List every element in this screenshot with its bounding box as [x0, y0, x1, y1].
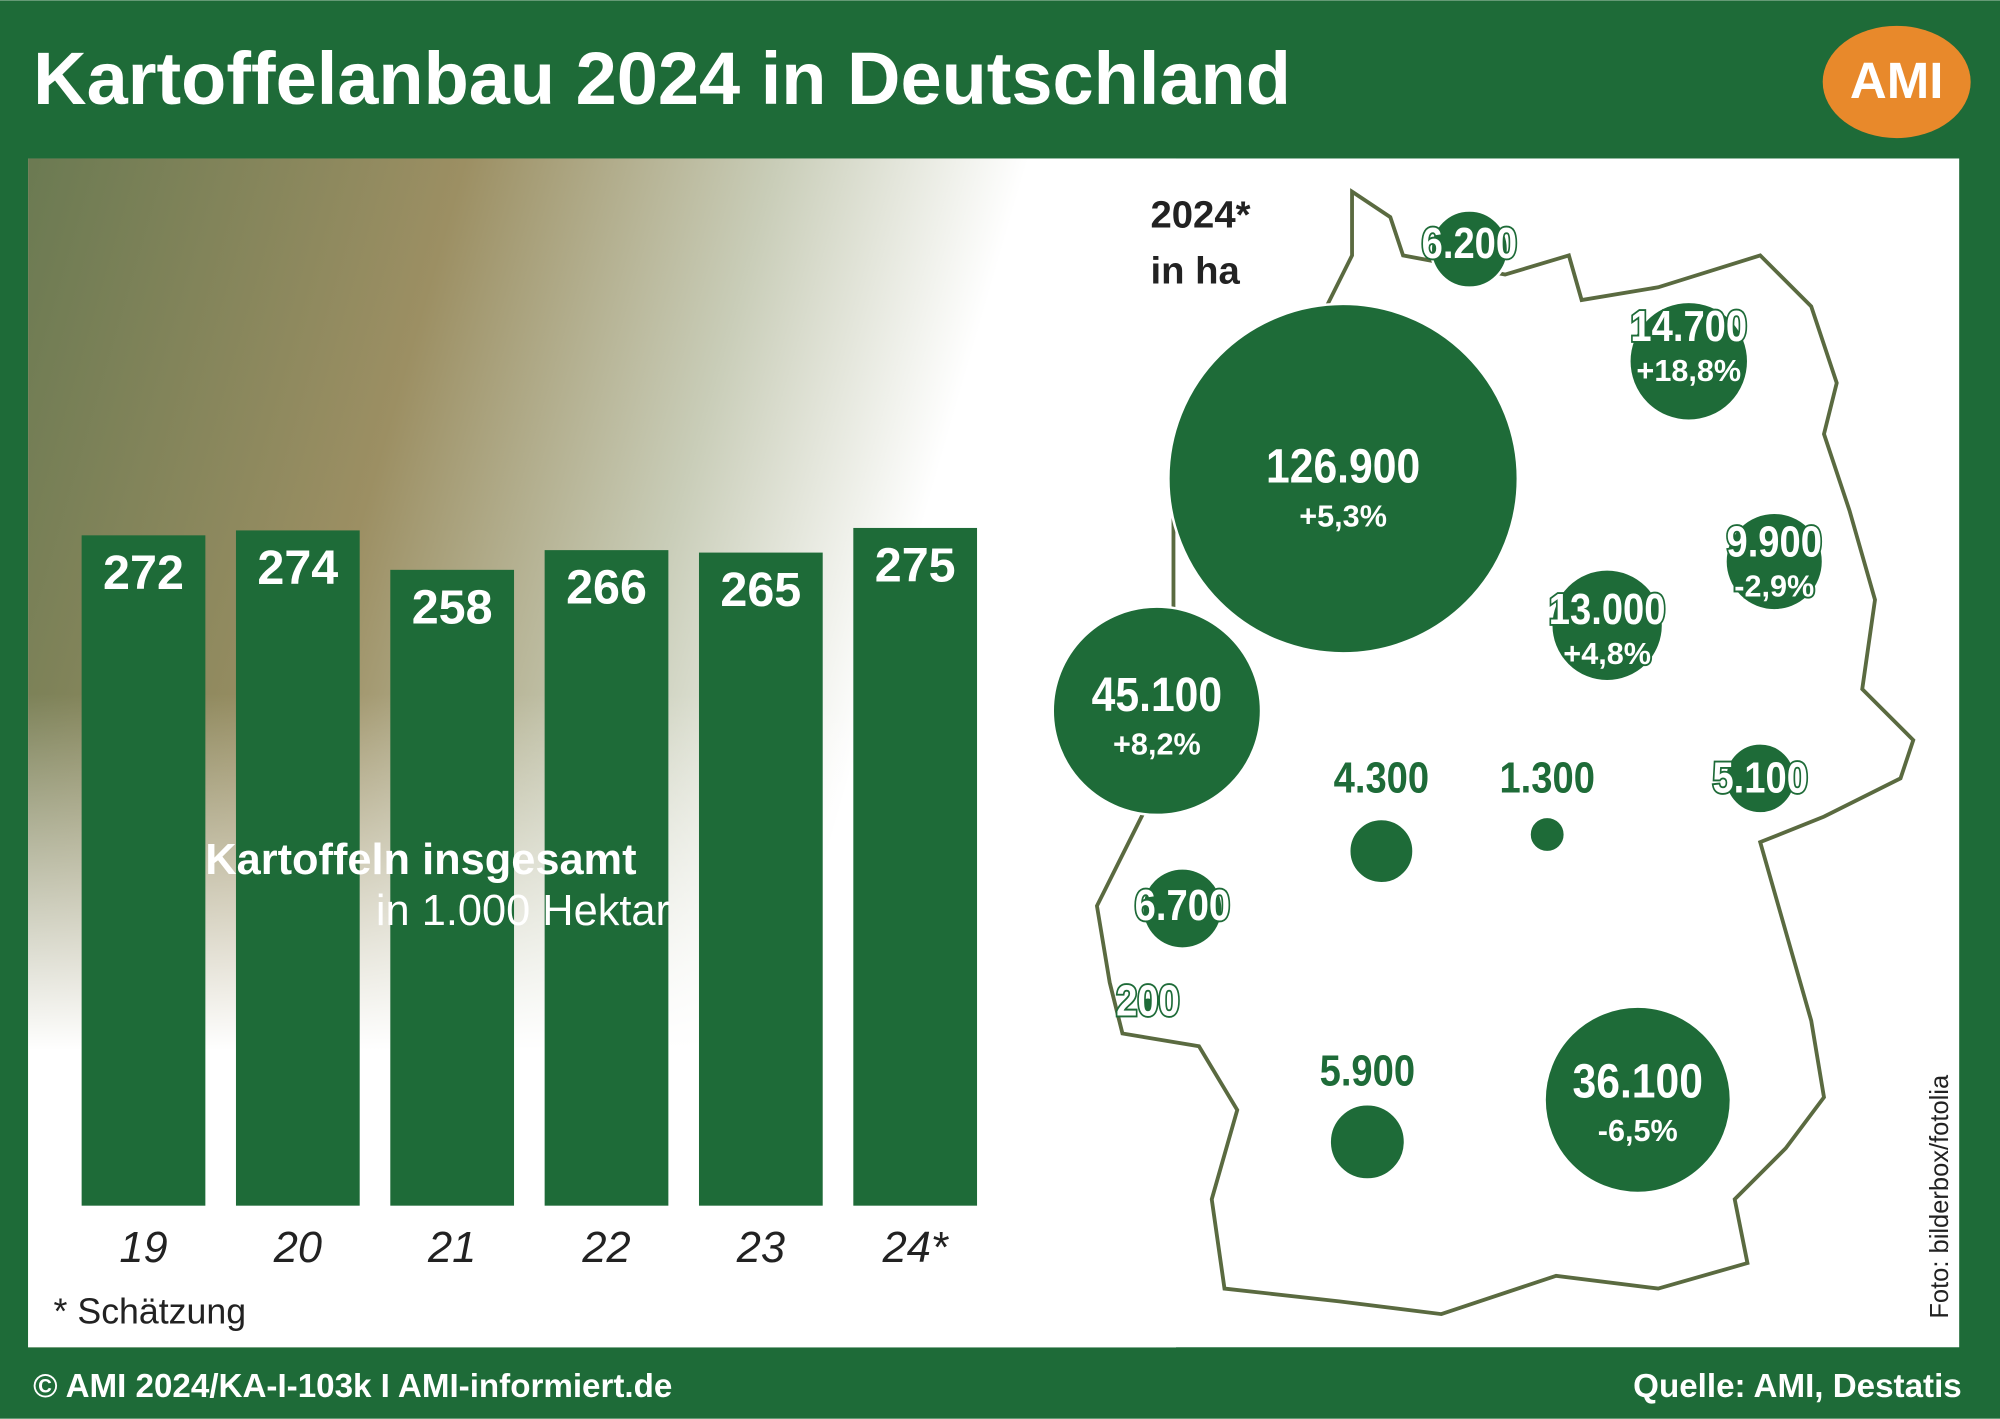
- bubble-label: 9.900: [1727, 517, 1822, 566]
- photo-credit: Foto: bilderbox/fotolia: [1926, 1074, 1954, 1319]
- bar-value-label: 266: [566, 561, 647, 615]
- chart-subtitle: in 1.000 Hektar: [376, 887, 670, 935]
- bar: [698, 552, 823, 1206]
- bar: [544, 550, 669, 1206]
- map-bubble: [1543, 1005, 1733, 1195]
- logo-badge: [1822, 25, 1971, 139]
- bubble-label: 1.300: [1499, 753, 1594, 802]
- map-bubble: [1328, 1102, 1407, 1181]
- bar-value-label: 272: [103, 546, 184, 600]
- bar-value-label: 275: [875, 539, 956, 593]
- map-bubble: [1724, 511, 1825, 612]
- map-bubble: [1528, 815, 1567, 854]
- title: Kartoffelanbau 2024 in Deutschland: [33, 37, 1291, 120]
- x-tick-label: 23: [736, 1224, 785, 1272]
- map-bubble: [1139, 995, 1157, 1013]
- x-tick-label: 21: [427, 1224, 476, 1272]
- bubble-label: 6.200: [1422, 219, 1517, 268]
- bubble-change: -2,9%: [1734, 569, 1814, 603]
- bubble-label: 200: [1116, 976, 1180, 1025]
- bubble-label: 36.100: [1573, 1054, 1703, 1108]
- bar: [81, 535, 206, 1206]
- bar-value-label: 274: [257, 541, 338, 595]
- bubble-label: 13.000: [1549, 585, 1666, 634]
- bubble-label: 4.300: [1334, 753, 1429, 802]
- map-bubble: [1140, 867, 1224, 950]
- map-bubble: [1429, 209, 1510, 289]
- map-title: 2024*: [1151, 193, 1251, 236]
- map-unit: in ha: [1151, 249, 1241, 292]
- chart-title: Kartoffeln insgesamt: [205, 836, 636, 884]
- x-tick-label: 20: [273, 1224, 322, 1272]
- bar: [853, 527, 978, 1206]
- footer-left: © AMI 2024/KA-I-103k I AMI-informiert.de: [33, 1368, 672, 1405]
- bubble-change: -6,5%: [1598, 1114, 1678, 1148]
- bubble-label: 45.100: [1092, 667, 1222, 721]
- footnote: * Schätzung: [54, 1292, 247, 1332]
- map-bubble: [1347, 817, 1415, 885]
- bubble-change: +8,2%: [1113, 728, 1201, 762]
- map-bubble: [1723, 742, 1797, 815]
- bubble-label: 6.700: [1135, 881, 1230, 930]
- bubble-change: +18,8%: [1636, 354, 1741, 388]
- bar: [390, 569, 515, 1206]
- map-bubble: [1549, 568, 1665, 683]
- x-tick-label: 19: [119, 1224, 167, 1272]
- bubble-label: 126.900: [1266, 439, 1420, 493]
- bubble-change: +4,8%: [1563, 637, 1651, 671]
- bubble-change: +5,3%: [1299, 499, 1387, 533]
- map-bubble: [1167, 302, 1520, 655]
- bar-value-label: 258: [412, 580, 493, 634]
- map-bubble: [1628, 300, 1750, 423]
- bar: [235, 530, 360, 1206]
- bar-value-label: 265: [720, 563, 801, 617]
- logo: AMI: [1850, 52, 1944, 109]
- bubble-label: 5.900: [1320, 1046, 1415, 1095]
- bubble-label: 5.100: [1712, 753, 1807, 802]
- x-tick-label: 24*: [882, 1224, 950, 1272]
- footer-right: Quelle: AMI, Destatis: [1633, 1368, 1962, 1405]
- x-tick-label: 22: [581, 1224, 630, 1272]
- bubble-label: 14.700: [1630, 302, 1747, 351]
- map-bubble: [1051, 605, 1263, 817]
